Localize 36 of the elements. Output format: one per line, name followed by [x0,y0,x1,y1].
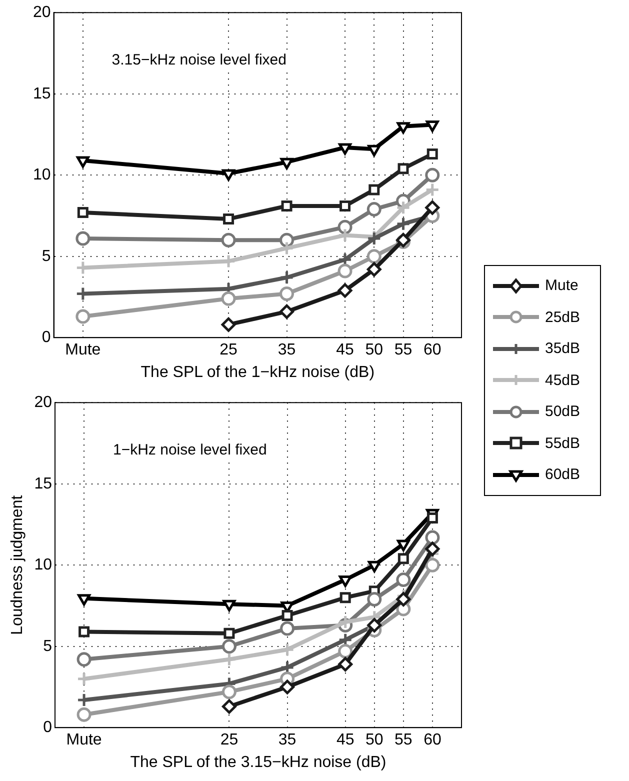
y-tick-label: 20 [33,4,51,22]
y-tick-label: 15 [33,85,51,102]
x-tick-label: 35 [278,732,296,749]
x-tick-label: Mute [66,732,102,749]
legend-label: 25dB [545,308,580,326]
annotation: 1−kHz noise level fixed [112,442,267,459]
annotation: 3.15−kHz noise level fixed [112,52,286,69]
x-tick-label: 45 [336,342,354,359]
x-tick-label: 50 [365,342,384,359]
legend-label: 35dB [545,340,580,358]
y-tick-label: 5 [43,638,52,655]
y-tick-label: 0 [43,719,52,736]
x-tick-label: Mute [65,342,101,359]
y-tick-label: 15 [34,475,52,492]
x-tick-label: 35 [278,342,296,359]
y-tick-label: 20 [34,394,52,412]
y-tick-label: 5 [42,248,51,265]
legend-label: 55dB [545,434,580,452]
legend-label: 45dB [545,372,580,389]
y-tick-label: 10 [34,556,52,574]
legend-label: Mute [545,277,578,294]
x-tick-label: 25 [220,342,238,359]
x-tick-label: 60 [424,732,442,749]
x-tick-label: 45 [336,732,354,749]
legend-label: 60dB [545,466,580,484]
x-tick-label: 25 [220,732,238,749]
x-tick-label: 60 [423,342,442,359]
x-tick-label: 55 [394,732,412,749]
x-axis-title: The SPL of the 1−kHz noise (dB) [140,364,375,381]
legend-label: 50dB [545,403,580,420]
y-tick-label: 0 [42,329,51,346]
y-tick-label: 10 [33,166,51,184]
x-tick-label: 50 [365,732,384,749]
x-axis-title: The SPL of the 3.15−kHz noise (dB) [130,754,386,771]
y-axis-title: Loudness judgment [9,494,26,635]
x-tick-label: 55 [394,342,412,359]
